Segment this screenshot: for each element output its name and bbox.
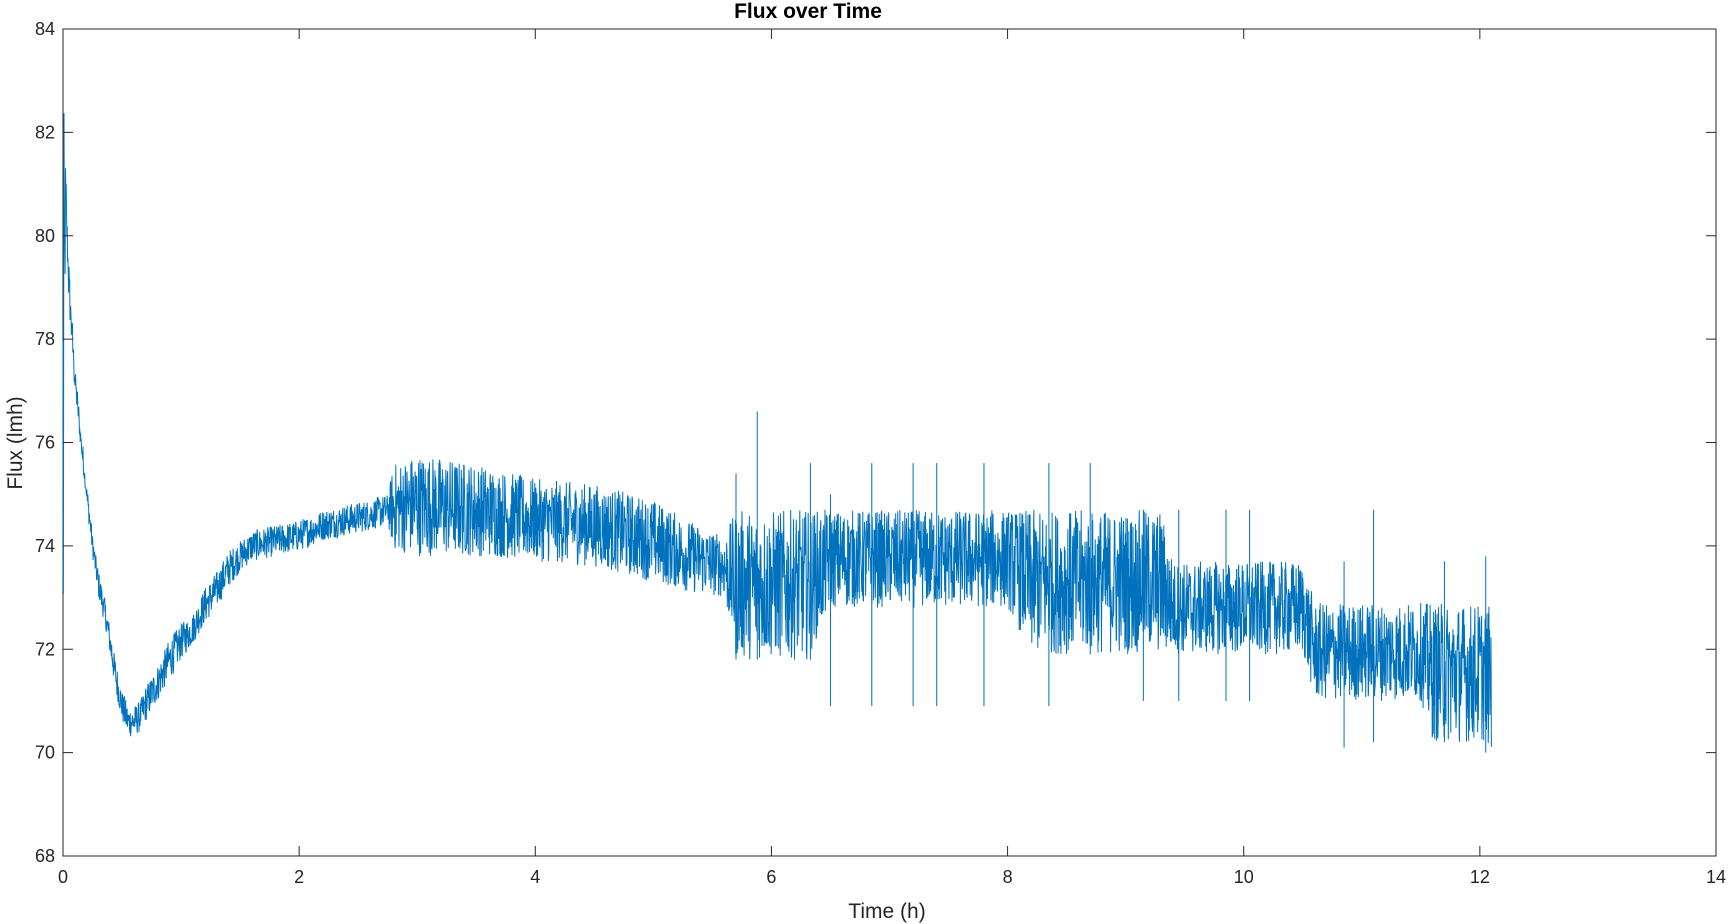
x-axis-label: Time (h)	[848, 900, 925, 923]
x-tick-label: 2	[294, 867, 304, 887]
y-tick-label: 82	[35, 122, 55, 142]
y-axis: 68 70 72 74 76 78 80 82 84	[35, 19, 1716, 866]
x-tick-label: 4	[530, 867, 540, 887]
y-tick-label: 76	[35, 433, 55, 453]
x-tick-label: 6	[766, 867, 776, 887]
flux-series-line	[62, 113, 1492, 748]
chart-title: Flux over Time	[734, 0, 882, 23]
y-tick-label: 74	[35, 536, 55, 556]
y-tick-label: 78	[35, 329, 55, 349]
y-tick-label: 80	[35, 226, 55, 246]
y-tick-label: 70	[35, 743, 55, 763]
x-tick-label: 14	[1706, 867, 1726, 887]
x-axis: 0 2 4 6 8 10 12 14	[58, 29, 1726, 887]
y-tick-label: 84	[35, 19, 55, 39]
x-tick-label: 10	[1234, 867, 1254, 887]
x-tick-label: 0	[58, 867, 68, 887]
y-tick-label: 68	[35, 846, 55, 866]
y-tick-label: 72	[35, 639, 55, 659]
series-layer	[62, 113, 1492, 753]
x-tick-label: 8	[1003, 867, 1013, 887]
x-tick-label: 12	[1470, 867, 1490, 887]
y-axis-label: Flux (lmh)	[4, 396, 27, 489]
